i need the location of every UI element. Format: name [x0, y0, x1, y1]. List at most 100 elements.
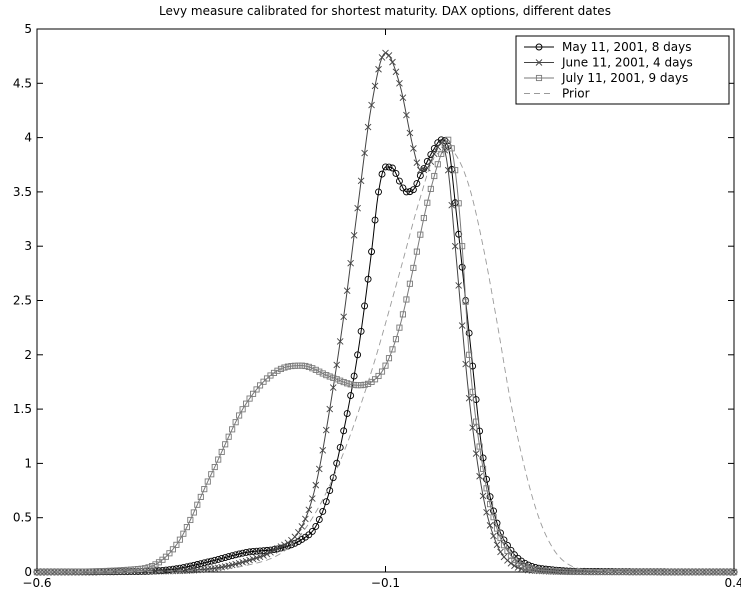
data-point-june-11-2001-4-days [281, 541, 288, 549]
data-point-july-11-2001-9-days [588, 568, 595, 576]
data-point-may-11-2001-8-days [287, 541, 295, 549]
data-point-june-11-2001-4-days [361, 149, 368, 157]
data-point-july-11-2001-9-days [148, 563, 156, 570]
y-tick-label: 4 [24, 131, 32, 145]
data-point-july-11-2001-9-days [560, 568, 567, 575]
data-point-july-11-2001-9-days [382, 362, 389, 369]
data-point-june-11-2001-4-days [312, 481, 320, 489]
data-point-july-11-2001-9-days [570, 568, 577, 575]
data-point-june-11-2001-4-days [368, 101, 375, 109]
data-point-may-11-2001-8-days [413, 180, 421, 188]
data-point-july-11-2001-9-days [305, 363, 312, 370]
data-point-may-11-2001-8-days [361, 302, 369, 310]
data-point-july-11-2001-9-days [452, 167, 459, 174]
x-stroke [263, 550, 271, 558]
data-point-july-11-2001-9-days [612, 568, 619, 576]
x-stroke [486, 522, 494, 529]
data-point-july-11-2001-9-days [246, 395, 253, 402]
data-point-june-11-2001-4-days [483, 509, 490, 516]
data-point-june-11-2001-4-days [364, 123, 372, 131]
data-point-may-11-2001-8-days [294, 538, 302, 546]
data-point-june-11-2001-4-days [375, 65, 382, 73]
data-point-july-11-2001-9-days [128, 566, 135, 573]
x-stroke [451, 242, 459, 250]
x-stroke [389, 58, 396, 66]
data-point-may-11-2001-8-days [270, 546, 278, 554]
data-point-may-11-2001-8-days [375, 188, 382, 196]
x-stroke [507, 559, 515, 567]
data-point-june-11-2001-4-days [322, 426, 330, 434]
data-point-june-11-2001-4-days [354, 204, 361, 212]
legend-marker-july-11-2001-9-days [535, 74, 543, 82]
data-point-may-11-2001-8-days [183, 563, 191, 571]
data-point-may-11-2001-8-days [235, 550, 243, 558]
data-point-june-11-2001-4-days [392, 68, 400, 76]
y-tick-label: 0 [24, 565, 32, 579]
series-may-11-2001-8-days [33, 136, 738, 576]
series-group [33, 49, 738, 576]
data-point-may-11-2001-8-days [214, 555, 222, 563]
y-tick-label: 0.5 [13, 511, 32, 525]
data-point-july-11-2001-9-days [110, 567, 117, 574]
data-point-july-11-2001-9-days [274, 367, 281, 374]
data-point-july-11-2001-9-days [413, 248, 420, 255]
data-point-may-11-2001-8-days [406, 188, 414, 196]
data-point-july-11-2001-9-days [107, 567, 114, 574]
data-point-july-11-2001-9-days [208, 471, 215, 478]
data-point-june-11-2001-4-days [451, 242, 459, 250]
data-point-july-11-2001-9-days [455, 200, 462, 207]
data-point-may-11-2001-8-days [336, 444, 344, 451]
data-point-july-11-2001-9-days [361, 381, 368, 388]
data-point-may-11-2001-8-days [190, 561, 198, 569]
data-point-june-11-2001-4-days [497, 548, 504, 556]
x-stroke [298, 523, 306, 530]
x-stroke [354, 204, 361, 212]
data-point-july-11-2001-9-days [371, 376, 379, 383]
data-point-june-11-2001-4-days [448, 201, 456, 209]
data-point-june-11-2001-4-days [308, 495, 316, 502]
data-point-july-11-2001-9-days [114, 567, 121, 574]
data-point-july-11-2001-9-days [525, 564, 532, 572]
data-point-july-11-2001-9-days [340, 379, 347, 386]
y-tick-label: 2 [24, 348, 32, 362]
x-stroke [532, 567, 539, 575]
x-stroke [511, 562, 518, 570]
data-point-july-11-2001-9-days [445, 136, 452, 143]
x-stroke [284, 539, 292, 547]
data-point-june-11-2001-4-days [378, 54, 386, 61]
x-stroke [322, 426, 330, 434]
data-point-june-11-2001-4-days [350, 232, 358, 239]
series-line-prior [36, 150, 734, 573]
data-point-june-11-2001-4-days [277, 543, 285, 550]
series-prior [36, 150, 734, 573]
data-point-july-11-2001-9-days [117, 567, 124, 574]
data-point-may-11-2001-8-days [465, 329, 473, 337]
data-point-june-11-2001-4-days [490, 532, 497, 540]
data-point-may-11-2001-8-days [291, 539, 299, 547]
x-stroke [430, 150, 438, 158]
data-point-may-11-2001-8-days [385, 163, 393, 171]
x-stroke [267, 548, 274, 556]
x-stroke [274, 544, 281, 552]
data-point-may-11-2001-8-days [497, 529, 504, 537]
data-point-july-11-2001-9-days [232, 419, 239, 426]
data-point-july-11-2001-9-days [96, 568, 103, 575]
series-line-june-11-2001-4-days [36, 52, 734, 573]
x-stroke [336, 338, 344, 345]
data-point-june-11-2001-4-days [444, 166, 452, 174]
data-point-july-11-2001-9-days [375, 372, 382, 380]
data-point-may-11-2001-8-days [402, 188, 410, 196]
y-tick-label: 1 [24, 456, 32, 470]
data-point-june-11-2001-4-days [476, 472, 483, 480]
data-point-may-11-2001-8-days [329, 474, 337, 482]
data-point-may-11-2001-8-days [395, 177, 403, 185]
data-point-may-11-2001-8-days [416, 172, 424, 180]
x-stroke [444, 166, 452, 174]
data-point-june-11-2001-4-days [267, 548, 274, 556]
x-stroke [448, 201, 456, 209]
data-point-july-11-2001-9-days [204, 478, 211, 485]
data-point-july-11-2001-9-days [427, 185, 434, 192]
data-point-july-11-2001-9-days [347, 381, 354, 388]
data-point-july-11-2001-9-days [410, 264, 417, 271]
data-point-july-11-2001-9-days [229, 426, 236, 433]
